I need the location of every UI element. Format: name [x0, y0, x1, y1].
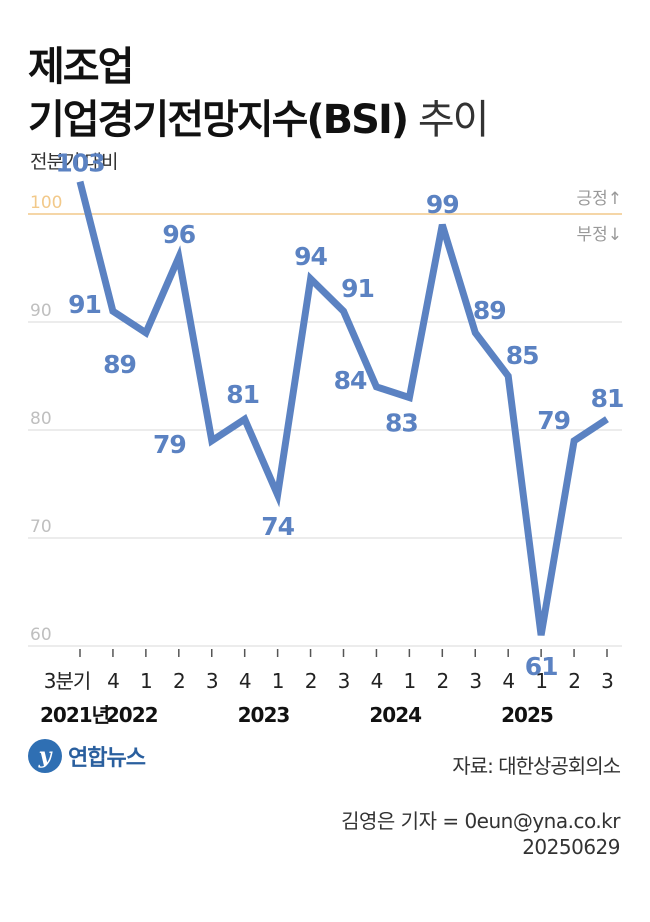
y-tick-label-100: 100: [30, 193, 62, 213]
year-label: 2025: [501, 703, 553, 727]
chart-subtitle: 전분기 대비: [30, 151, 118, 173]
x-tick-label: 3: [338, 669, 350, 693]
credit: 김영은 기자 = 0eun@yna.co.kr 20250629: [341, 808, 620, 860]
x-tick-label: 4: [107, 669, 119, 693]
y-tick-label-90: 90: [30, 301, 52, 321]
annotation-negative: 부정↓: [576, 225, 622, 245]
chart-title-line2: 기업경기전망지수(BSI) 추이: [28, 87, 490, 145]
reporter-credit: 김영은 기자 = 0eun@yna.co.kr: [341, 809, 620, 833]
x-tick-label: 4: [502, 669, 514, 693]
data-label: 79: [537, 406, 570, 435]
series-line: [76, 180, 609, 636]
annotation-positive: 긍정↑: [576, 189, 622, 209]
data-label: 99: [426, 190, 459, 219]
y-tick-label-70: 70: [30, 517, 52, 537]
x-tick-label: 3: [206, 669, 218, 693]
x-tick-label: 4: [371, 669, 383, 693]
logo: y 연합뉴스: [28, 736, 146, 776]
x-tick-label: 3분기: [44, 669, 91, 693]
source-text: 자료: 대한상공회의소: [452, 754, 621, 778]
data-label: 89: [473, 296, 506, 325]
chart-title-main: 기업경기전망지수(BSI): [28, 97, 409, 143]
data-label: 103: [55, 149, 104, 178]
y-tick-label-60: 60: [30, 625, 52, 645]
data-label: 85: [506, 341, 539, 370]
x-tick-label: 2: [305, 669, 317, 693]
year-label: 2023: [238, 703, 290, 727]
data-label: 91: [68, 290, 101, 319]
chart-title-suffix: 추이: [407, 97, 490, 143]
data-label: 94: [294, 242, 327, 271]
x-tick-label: 3: [469, 669, 481, 693]
y-tick-label-80: 80: [30, 409, 52, 429]
x-tick-label: 1: [272, 669, 284, 693]
data-label: 84: [334, 366, 367, 395]
x-tick-label: 1: [140, 669, 152, 693]
data-label: 79: [153, 430, 186, 459]
year-label: 2021년: [40, 703, 109, 727]
x-tick-label: 2: [173, 669, 185, 693]
year-label: 2024: [369, 703, 421, 727]
data-label: 91: [341, 274, 374, 303]
data-label: 96: [162, 220, 195, 249]
x-tick-label: 3: [601, 669, 613, 693]
logo-text: 연합뉴스: [68, 746, 146, 771]
data-label: 74: [261, 512, 294, 541]
logo-mark-icon: y: [28, 739, 62, 773]
data-label: 81: [591, 384, 624, 413]
year-label: 2022: [106, 703, 158, 727]
x-tick-label: 1: [535, 669, 547, 693]
data-label: 89: [103, 350, 136, 379]
x-tick-label: 2: [436, 669, 448, 693]
x-tick-label: 1: [404, 669, 416, 693]
x-tick-label: 4: [239, 669, 251, 693]
data-label: 61: [525, 652, 558, 681]
x-tick-label: 2: [568, 669, 580, 693]
date-stamp: 20250629: [522, 835, 620, 859]
data-label: 83: [385, 409, 418, 438]
data-label: 81: [226, 380, 259, 409]
chart-title-line1: 제조업: [28, 44, 134, 90]
